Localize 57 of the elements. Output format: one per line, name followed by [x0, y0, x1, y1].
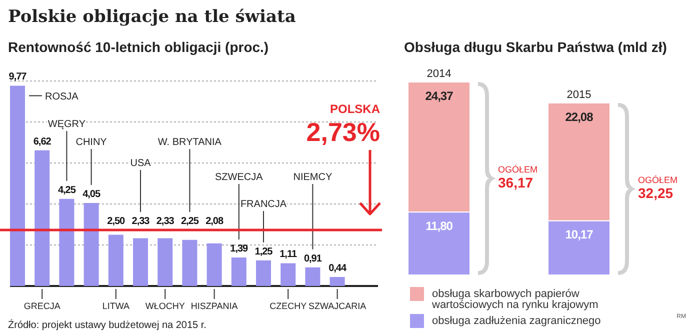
bar	[108, 234, 124, 286]
data-label: 10,17	[565, 228, 594, 242]
x-tick-label: CZECHY	[270, 301, 307, 311]
total-label: OGÓŁEM 32,25	[638, 174, 678, 201]
data-label: 2,33	[156, 216, 175, 228]
bar	[133, 238, 148, 286]
x-tick-label: CHINY	[76, 137, 108, 148]
text: Źródło: projekt ustawy budżetowej na 2015 r.	[8, 319, 206, 331]
x-tick-label: SZWAJCARIA	[308, 301, 366, 311]
data-label: 2,50	[107, 216, 126, 228]
x-tick-label: HISZPANIA	[190, 301, 238, 311]
bar	[231, 258, 246, 286]
bar	[330, 276, 345, 286]
x-tick-label: USA	[130, 158, 152, 169]
data-label: 22,08	[565, 110, 594, 124]
data-label: 11,80	[426, 219, 454, 234]
legend-label: obsługa zadłużenia zagranicznego	[432, 315, 601, 327]
data-label: 9,77	[8, 72, 28, 83]
data-label: 24,37	[425, 89, 454, 103]
x-tick-label: FRANCJA	[240, 199, 287, 210]
data-label: 0,91	[304, 253, 322, 264]
x-tick-label: WŁOCHY	[145, 301, 185, 311]
x-tick-label: LITWA	[102, 301, 130, 311]
bar	[305, 267, 320, 286]
data-label: 1,25	[254, 246, 274, 258]
bar	[84, 202, 99, 286]
x-tick-label: WĘGRY	[48, 119, 86, 130]
bar	[10, 86, 25, 286]
x-tick-label: SZWECJA	[215, 172, 264, 183]
total-label: OGÓŁEM 36,17	[498, 164, 538, 190]
ref-line-label: POLSKA 2,73%	[306, 102, 380, 147]
x-tick-label: NIEMCY	[293, 172, 332, 183]
bar	[158, 238, 173, 286]
data-label: 1,11	[280, 249, 298, 260]
x-tick-label: 2014	[426, 68, 452, 80]
bar	[59, 198, 74, 286]
bar	[206, 243, 222, 286]
data-label: 4,05	[82, 188, 101, 200]
data-label: 1,39	[230, 244, 249, 255]
chart-subtitle: Rentowność 10-letnich obligacji (proc.)	[8, 39, 269, 55]
x-tick-label: W. BRYTANIA	[158, 137, 222, 148]
data-label: 0,44	[328, 262, 347, 274]
data-label: 2,25	[180, 216, 200, 228]
data-label: 6,62	[33, 136, 52, 148]
data-label: 2,33	[132, 216, 150, 228]
bar	[280, 263, 296, 286]
annotation: ROSJA	[45, 92, 79, 103]
data-label: 4,25	[58, 184, 76, 196]
bar	[256, 260, 271, 286]
chart-title: Obsługa długu Skarbu Państwa (mld zł)	[404, 39, 667, 55]
bar	[34, 150, 50, 286]
data-label: 2,08	[206, 216, 224, 228]
chart-title: Polskie obligacje na tle świata	[8, 7, 296, 27]
legend-label: obsługa skarbowych papierów wartościowych na rynku krajowym	[431, 288, 598, 311]
x-tick-label: GRECJA	[24, 301, 60, 311]
x-tick-label: 2015	[566, 88, 592, 101]
bar	[182, 240, 198, 286]
